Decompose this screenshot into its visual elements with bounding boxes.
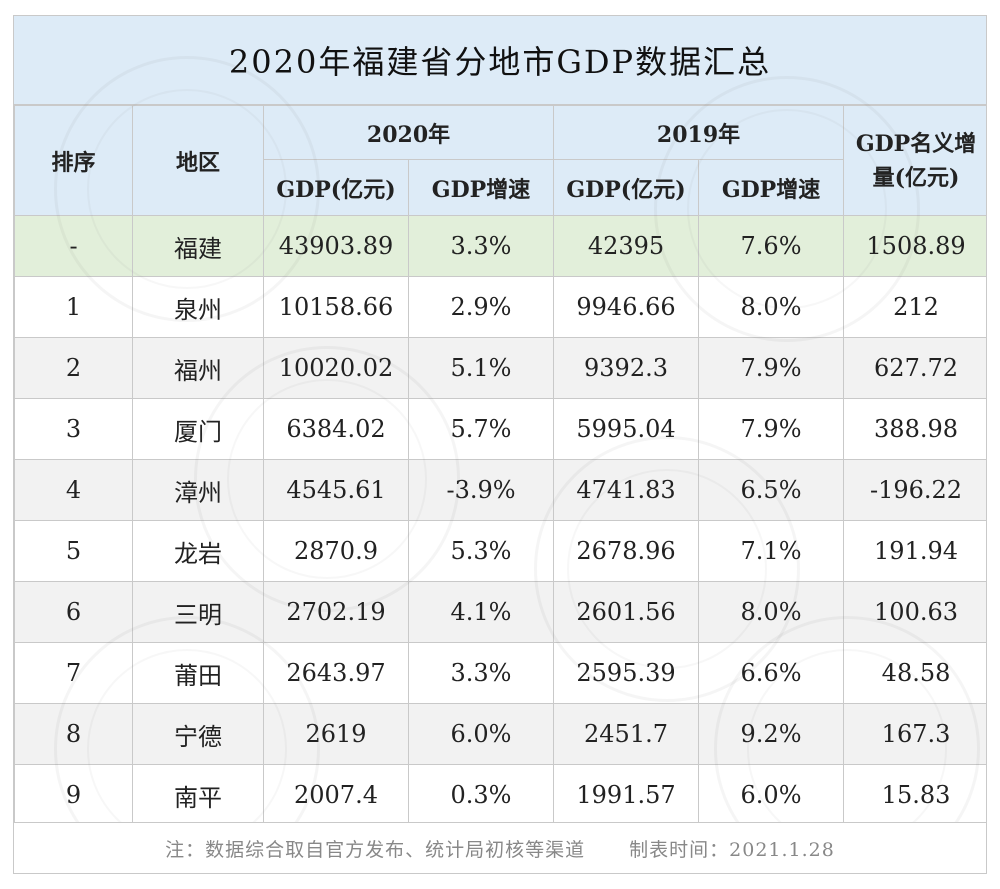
cell-gdp-2020: 2619	[263, 703, 409, 765]
cell-gdp-2020: 2702.19	[263, 581, 409, 643]
cell-growth-2019: 9.2%	[698, 703, 845, 765]
header-row-2: GDP(亿元) GDP增速 GDP(亿元) GDP增速	[15, 159, 987, 216]
cell-region: 莆田	[132, 642, 264, 704]
table-row: 8 宁德 2619 6.0% 2451.7 9.2% 167.3	[14, 703, 986, 765]
cell-gdp-2020: 43903.89	[263, 215, 409, 277]
table-row: 3 厦门 6384.02 5.7% 5995.04 7.9% 388.98	[14, 398, 986, 460]
header-rank: 排序	[14, 105, 133, 216]
table-row: 2 福州 10020.02 5.1% 9392.3 7.9% 627.72	[14, 337, 986, 399]
cell-gdp-2020: 2007.4	[263, 764, 409, 826]
cell-gdp-2020: 2643.97	[263, 642, 409, 704]
cell-growth-2019: 8.0%	[698, 276, 845, 338]
cell-region: 龙岩	[132, 520, 264, 582]
cell-region: 厦门	[132, 398, 264, 460]
header-growth-2019: GDP增速	[698, 159, 845, 216]
cell-growth-2019: 7.9%	[698, 398, 845, 460]
table-row: 9 南平 2007.4 0.3% 1991.57 6.0% 15.83	[14, 764, 986, 826]
cell-gdp-2019: 2451.7	[553, 703, 700, 765]
cell-increase: 388.98	[843, 398, 986, 460]
cell-gdp-2019: 1991.57	[553, 764, 700, 826]
header-growth-2020: GDP增速	[407, 159, 555, 216]
cell-increase: 100.63	[843, 581, 986, 643]
cell-rank: 4	[14, 459, 133, 521]
cell-gdp-2019: 2595.39	[553, 642, 700, 704]
table-row: 7 莆田 2643.97 3.3% 2595.39 6.6% 48.58	[14, 642, 986, 704]
header-year-2019: 2019年	[553, 105, 845, 160]
cell-rank: 9	[14, 764, 133, 826]
cell-rank: 8	[14, 703, 133, 765]
cell-growth-2019: 7.1%	[698, 520, 845, 582]
header-gdp-2019: GDP(亿元)	[553, 159, 700, 216]
cell-increase: 191.94	[843, 520, 986, 582]
cell-growth-2020: 3.3%	[407, 215, 555, 277]
cell-increase: 1508.89	[843, 215, 986, 277]
table-row: 6 三明 2702.19 4.1% 2601.56 8.0% 100.63	[14, 581, 986, 643]
cell-growth-2020: 2.9%	[407, 276, 555, 338]
cell-region: 漳州	[132, 459, 264, 521]
cell-gdp-2020: 4545.61	[263, 459, 409, 521]
cell-growth-2019: 7.9%	[698, 337, 845, 399]
gdp-table: 排序 地区 2020年 2019年 GDP名义增 量(亿元) GDP(亿元) G…	[14, 105, 987, 826]
cell-rank: 7	[14, 642, 133, 704]
cell-gdp-2020: 2870.9	[263, 520, 409, 582]
cell-gdp-2019: 2678.96	[553, 520, 700, 582]
cell-gdp-2019: 2601.56	[553, 581, 700, 643]
table-row: - 福建 43903.89 3.3% 42395 7.6% 1508.89	[14, 215, 986, 277]
table-row: 5 龙岩 2870.9 5.3% 2678.96 7.1% 191.94	[14, 520, 986, 582]
cell-gdp-2020: 6384.02	[263, 398, 409, 460]
header-year-2020: 2020年	[262, 105, 555, 160]
header-region: 地区	[132, 105, 264, 216]
cell-growth-2019: 6.6%	[698, 642, 845, 704]
cell-rank: 2	[14, 337, 133, 399]
cell-gdp-2020: 10158.66	[263, 276, 409, 338]
table-frame: 2020年福建省分地市GDP数据汇总 排序 地区 2020年 2019年 GDP…	[13, 15, 987, 874]
cell-increase: 167.3	[843, 703, 986, 765]
header-row-1: 排序 地区 2020年 2019年 GDP名义增 量(亿元)	[14, 105, 986, 216]
cell-increase: 627.72	[843, 337, 986, 399]
footer-note: 注：数据综合取自官方发布、统计局初核等渠道	[165, 838, 586, 861]
cell-growth-2020: 0.3%	[407, 764, 555, 826]
cell-increase: 15.83	[843, 764, 986, 826]
cell-region: 福州	[132, 337, 264, 399]
header-gdp-2020: GDP(亿元)	[263, 159, 409, 216]
header-increase-line2: 量(亿元)	[872, 164, 960, 191]
cell-gdp-2020: 10020.02	[263, 337, 409, 399]
cell-rank: -	[14, 215, 133, 277]
cell-growth-2019: 6.0%	[698, 764, 845, 826]
table-row: 4 漳州 4545.61 -3.9% 4741.83 6.5% -196.22	[14, 459, 986, 521]
cell-growth-2019: 7.6%	[698, 215, 845, 277]
cell-region: 宁德	[132, 703, 264, 765]
cell-increase: 212	[843, 276, 986, 338]
cell-growth-2020: -3.9%	[407, 459, 555, 521]
cell-gdp-2019: 5995.04	[553, 398, 700, 460]
cell-growth-2020: 4.1%	[407, 581, 555, 643]
cell-region: 南平	[132, 764, 264, 826]
cell-rank: 6	[14, 581, 133, 643]
cell-region: 三明	[132, 581, 264, 643]
cell-growth-2019: 8.0%	[698, 581, 845, 643]
cell-growth-2020: 5.7%	[407, 398, 555, 460]
table-row: 1 泉州 10158.66 2.9% 9946.66 8.0% 212	[14, 276, 986, 338]
cell-gdp-2019: 4741.83	[553, 459, 700, 521]
cell-increase: -196.22	[843, 459, 986, 521]
cell-growth-2020: 3.3%	[407, 642, 555, 704]
table-title: 2020年福建省分地市GDP数据汇总	[14, 16, 986, 105]
cell-growth-2020: 5.3%	[407, 520, 555, 582]
cell-growth-2019: 6.5%	[698, 459, 845, 521]
cell-growth-2020: 5.1%	[407, 337, 555, 399]
cell-region: 福建	[132, 215, 264, 277]
cell-rank: 5	[14, 520, 133, 582]
cell-rank: 3	[14, 398, 133, 460]
cell-increase: 48.58	[843, 642, 986, 704]
header-increase: GDP名义增 量(亿元)	[843, 105, 986, 216]
cell-rank: 1	[14, 276, 133, 338]
table-footer: 注：数据综合取自官方发布、统计局初核等渠道 制表时间：2021.1.28	[14, 822, 986, 873]
cell-gdp-2019: 9392.3	[553, 337, 700, 399]
cell-gdp-2019: 42395	[553, 215, 700, 277]
cell-region: 泉州	[132, 276, 264, 338]
cell-gdp-2019: 9946.66	[553, 276, 700, 338]
cell-growth-2020: 6.0%	[407, 703, 555, 765]
footer-date: 制表时间：2021.1.28	[629, 838, 835, 861]
header-increase-line1: GDP名义增	[855, 130, 977, 157]
